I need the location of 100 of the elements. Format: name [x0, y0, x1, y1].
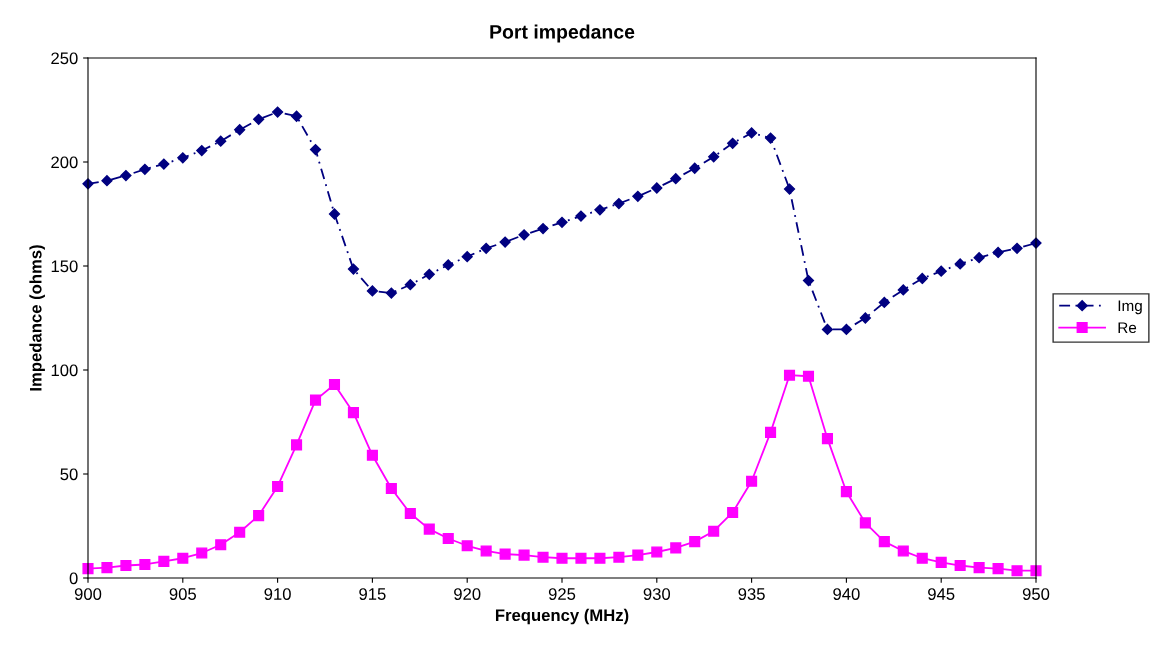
point — [518, 549, 530, 561]
point — [499, 548, 511, 560]
x-tick-label: 910 — [264, 588, 291, 600]
point — [101, 562, 113, 574]
point — [840, 486, 852, 498]
point — [537, 222, 549, 235]
point — [916, 272, 928, 285]
point — [613, 551, 625, 563]
point — [158, 158, 170, 170]
point — [802, 274, 815, 287]
point — [575, 210, 587, 222]
point — [651, 182, 663, 194]
point — [385, 483, 397, 495]
point — [935, 265, 947, 277]
point — [954, 559, 966, 572]
point — [120, 559, 132, 572]
point — [309, 394, 322, 406]
x-tick-label: 950 — [1022, 588, 1050, 600]
x-tick-label: 925 — [548, 588, 576, 600]
point — [139, 163, 151, 175]
point — [954, 258, 966, 270]
point — [158, 555, 170, 567]
point — [878, 296, 890, 309]
point — [689, 536, 701, 548]
point — [461, 540, 473, 552]
point — [594, 552, 606, 564]
point — [897, 545, 909, 557]
y-tick-label: 100 — [51, 364, 78, 377]
point — [480, 242, 492, 254]
point — [897, 284, 909, 296]
point — [215, 135, 227, 147]
point — [253, 113, 265, 125]
point — [670, 173, 682, 185]
point — [215, 539, 227, 551]
point — [727, 137, 739, 149]
point — [177, 152, 189, 164]
point — [727, 506, 739, 519]
point — [935, 556, 947, 568]
point — [556, 216, 568, 228]
point — [404, 279, 416, 291]
x-tick-label: 905 — [169, 588, 197, 600]
point — [291, 439, 303, 451]
x-axis-title: Frequency (MHz) — [495, 608, 629, 625]
point — [764, 132, 777, 144]
point — [821, 323, 834, 336]
point — [423, 268, 435, 280]
point — [366, 285, 379, 297]
y-tick-label: 50 — [60, 468, 78, 481]
point — [802, 370, 815, 382]
x-tick-label: 900 — [74, 588, 102, 600]
point — [783, 369, 796, 381]
point — [480, 545, 492, 557]
point — [404, 507, 416, 520]
point — [253, 510, 265, 522]
point — [745, 127, 758, 139]
point — [840, 323, 853, 336]
point — [859, 312, 871, 324]
point — [272, 480, 284, 493]
point — [461, 251, 473, 263]
legend-label: Img — [1118, 300, 1142, 315]
point — [537, 551, 549, 563]
point — [328, 379, 341, 391]
point — [1030, 565, 1042, 577]
point — [196, 144, 208, 157]
point — [783, 183, 796, 195]
y-tick-label: 0 — [69, 572, 78, 585]
chart-title: Port impedance — [490, 24, 635, 43]
point — [632, 549, 644, 561]
point — [120, 169, 132, 182]
point — [328, 208, 341, 220]
point — [632, 190, 644, 202]
point — [973, 562, 985, 574]
point — [442, 532, 454, 545]
point — [765, 426, 777, 438]
point — [708, 525, 720, 537]
y-axis-title: Impedance (ohms) — [29, 245, 45, 391]
y-tick-label: 150 — [51, 260, 78, 273]
x-tick-label: 940 — [833, 588, 860, 600]
point — [82, 563, 94, 575]
point — [973, 252, 985, 264]
point — [290, 110, 303, 122]
x-tick-label: 915 — [359, 588, 386, 600]
point — [859, 517, 871, 529]
x-tick-label: 930 — [643, 588, 671, 600]
point — [101, 175, 113, 187]
y-tick-label: 250 — [51, 52, 78, 65]
point — [708, 151, 720, 163]
point — [196, 547, 208, 559]
point — [385, 287, 397, 299]
point — [518, 229, 530, 241]
x-tick-label: 945 — [928, 588, 955, 600]
point — [1011, 565, 1023, 577]
point — [575, 552, 587, 564]
point — [234, 124, 246, 136]
point — [992, 246, 1004, 259]
point — [442, 259, 454, 271]
point — [499, 236, 511, 248]
point — [594, 204, 606, 216]
point — [309, 143, 322, 156]
point — [347, 407, 359, 419]
